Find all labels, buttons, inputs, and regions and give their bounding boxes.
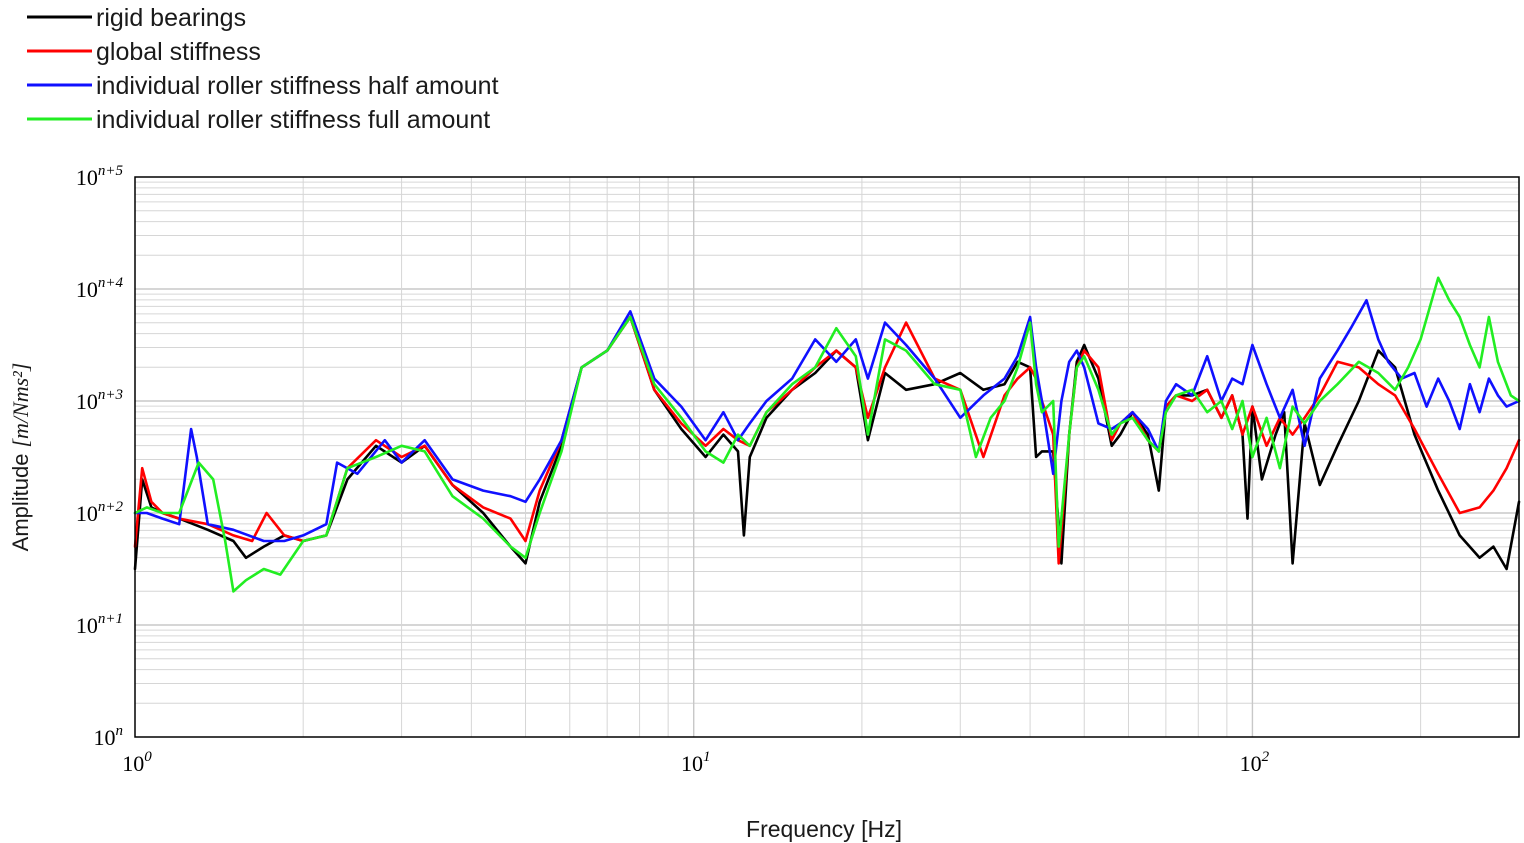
series-line-4	[133, 276, 1521, 593]
y-tick-exponent: n+2	[98, 499, 124, 515]
y-tick-label: 10n+4	[76, 275, 124, 302]
x-tick-label: 100	[122, 749, 152, 776]
y-tick-base: 10	[76, 389, 98, 414]
y-tick-base: 10	[76, 277, 98, 302]
x-tick-exponent: 1	[703, 749, 711, 765]
y-axis-label-text: Amplitude	[8, 454, 33, 552]
y-axis-unit: [m/Nms²]	[8, 363, 33, 448]
plot-frame	[134, 176, 1520, 738]
series-line-3	[133, 298, 1521, 543]
y-tick-exponent: n+5	[98, 163, 124, 179]
y-tick-label: 10n+3	[76, 387, 123, 414]
y-tick-base: 10	[76, 613, 98, 638]
x-tick-label: 101	[681, 749, 711, 776]
y-tick-exponent: n+1	[98, 611, 123, 627]
legend-label: individual roller stiffness full amount	[96, 106, 490, 134]
series-lines	[133, 276, 1521, 593]
plot-area	[135, 177, 1519, 737]
x-axis-label: Frequency [Hz]	[746, 816, 902, 842]
legend: rigid bearings global stiffness individual…	[27, 4, 499, 134]
legend-label: global stiffness	[96, 38, 261, 66]
y-tick-exponent: n+3	[98, 387, 123, 403]
x-tick-base: 10	[681, 751, 703, 776]
x-tick-label: 102	[1240, 749, 1270, 776]
y-tick-base: 10	[76, 501, 98, 526]
y-axis-label: Amplitude [m/Nms²]	[8, 363, 33, 552]
x-tick-base: 10	[1240, 751, 1262, 776]
y-tick-label: 10n	[94, 723, 124, 750]
y-tick-base: 10	[76, 165, 98, 190]
x-tick-exponent: 2	[1262, 749, 1270, 765]
y-tick-label: 10n+1	[76, 611, 123, 638]
legend-label: rigid bearings	[96, 4, 246, 32]
y-tick-exponent: n	[116, 723, 124, 739]
series-line-2	[133, 315, 1521, 565]
legend-label: individual roller stiffness half amount	[96, 72, 499, 100]
y-tick-label: 10n+2	[76, 499, 124, 526]
x-tick-base: 10	[122, 751, 144, 776]
x-tick-exponent: 0	[144, 749, 152, 765]
y-tick-label: 10n+5	[76, 163, 124, 190]
y-tick-base: 10	[94, 725, 116, 750]
x-tick-labels: 100 101 102	[122, 749, 1269, 776]
y-tick-exponent: n+4	[98, 275, 124, 291]
